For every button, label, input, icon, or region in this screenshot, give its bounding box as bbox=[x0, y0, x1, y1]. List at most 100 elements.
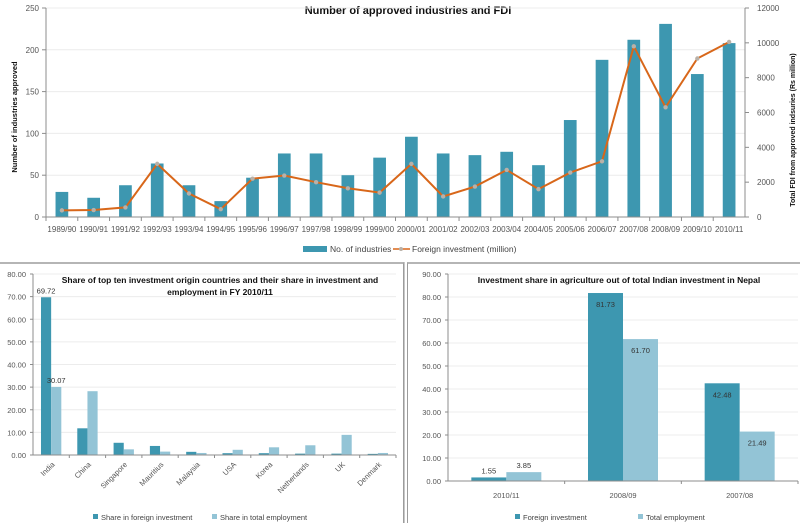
bar-industries bbox=[182, 185, 196, 217]
bar-series-2 bbox=[160, 451, 171, 455]
legend-swatch-industries bbox=[303, 246, 327, 252]
legend-label-total-employment: Total employment bbox=[646, 513, 706, 522]
data-label: 3.85 bbox=[517, 461, 532, 470]
chart-title: Number of approved industries and FDI bbox=[305, 5, 512, 17]
y-tick-label: 70.00 bbox=[422, 316, 441, 325]
y-tick-label: 0 bbox=[35, 213, 40, 222]
bar-series-1 bbox=[113, 442, 124, 455]
point-foreign-investment bbox=[536, 186, 541, 192]
data-label: 81.73 bbox=[596, 300, 615, 309]
bar-series-1 bbox=[331, 453, 342, 455]
y-tick-label: 80.00 bbox=[7, 270, 26, 279]
data-label: 30.07 bbox=[47, 376, 66, 385]
point-foreign-investment bbox=[504, 167, 509, 173]
legend: No. of industries Foreign investment (mi… bbox=[303, 244, 517, 254]
y2-tick-label: 2000 bbox=[757, 178, 775, 187]
point-foreign-investment bbox=[568, 170, 573, 175]
legend-swatch-foreign-investment bbox=[515, 514, 520, 519]
industries-fdi-chart-panel: Number of approved industries and FDI Nu… bbox=[0, 0, 800, 262]
x-tick-label: 1993/94 bbox=[175, 225, 204, 234]
x-tick-label: 2007/08 bbox=[726, 491, 753, 500]
agri-share-chart: Investment share in agriculture out of t… bbox=[422, 270, 799, 522]
bar-industries bbox=[87, 197, 101, 217]
x-tick-label: Mauritius bbox=[138, 460, 166, 488]
x-tick-label: 2010/11 bbox=[715, 225, 744, 234]
x-tick-label: Singapore bbox=[99, 460, 130, 491]
bar-industries bbox=[563, 120, 577, 217]
bar-industries bbox=[277, 153, 291, 217]
chart-title: Investment share in agriculture out of t… bbox=[478, 275, 760, 285]
x-tick-label: USA bbox=[221, 460, 238, 477]
y-tick-label: 60.00 bbox=[422, 339, 441, 348]
x-tick-label: 2001/02 bbox=[429, 225, 458, 234]
bar-series-2 bbox=[87, 391, 98, 455]
chart-title-line-1: Share of top ten investment origin count… bbox=[62, 275, 378, 285]
y-tick-label: 60.00 bbox=[7, 315, 26, 324]
x-tick-label: 1991/92 bbox=[111, 225, 140, 234]
x-tick-label: 2003/04 bbox=[492, 225, 521, 234]
bar-industries bbox=[55, 191, 69, 217]
point-foreign-investment bbox=[155, 161, 160, 167]
point-foreign-investment bbox=[377, 190, 382, 195]
y-tick-label: 80.00 bbox=[422, 293, 441, 302]
data-label: 69.72 bbox=[37, 286, 56, 295]
y-tick-label: 200 bbox=[26, 46, 40, 55]
bar-series-2 bbox=[268, 447, 280, 455]
point-foreign-investment bbox=[345, 186, 351, 191]
point-foreign-investment bbox=[313, 179, 319, 185]
x-tick-label: 1999/00 bbox=[365, 225, 394, 234]
y-tick-label: 20.00 bbox=[7, 406, 26, 415]
data-label: 21.49 bbox=[748, 439, 767, 448]
point-foreign-investment bbox=[631, 44, 636, 49]
x-tick-label: 1998/99 bbox=[333, 225, 362, 234]
bar-industries bbox=[690, 74, 704, 217]
x-tick-label: China bbox=[73, 459, 94, 480]
x-tick-label: Korea bbox=[254, 459, 275, 480]
point-foreign-investment bbox=[695, 56, 700, 61]
bar-series-1 bbox=[222, 453, 233, 455]
y-tick-label: 10.00 bbox=[7, 428, 26, 437]
bar-industries bbox=[246, 177, 259, 217]
bar-industries bbox=[627, 39, 641, 217]
point-foreign-investment bbox=[726, 39, 732, 45]
bar-series-2 bbox=[623, 339, 658, 481]
legend-label-investment: Share in foreign investment bbox=[101, 513, 193, 522]
bar-series-2 bbox=[232, 449, 243, 455]
y-tick-label: 250 bbox=[26, 4, 40, 13]
y2-axis-label: Total FDI from approved indsuries (Rs mi… bbox=[790, 53, 797, 207]
data-label: 61.70 bbox=[631, 346, 650, 355]
bar-industries bbox=[436, 153, 450, 217]
x-tick-label: 2005/06 bbox=[556, 225, 585, 234]
y-tick-label: 30.00 bbox=[422, 408, 441, 417]
bar-series-2 bbox=[196, 452, 207, 455]
bar-series-1 bbox=[40, 297, 52, 455]
x-tick-label: Malaysia bbox=[174, 459, 202, 487]
y-tick-label: 0.00 bbox=[11, 451, 26, 460]
x-tick-label: 2008/09 bbox=[651, 225, 680, 234]
x-tick-label: 1995/96 bbox=[238, 225, 267, 234]
x-tick-label: 1996/97 bbox=[270, 225, 299, 234]
point-foreign-investment bbox=[250, 176, 255, 181]
x-tick-label: 2004/05 bbox=[524, 225, 553, 234]
y-tick-label: 50.00 bbox=[422, 362, 441, 371]
point-foreign-investment bbox=[282, 173, 287, 178]
x-tick-label: 1989/90 bbox=[47, 225, 76, 234]
point-foreign-investment bbox=[440, 194, 446, 199]
point-foreign-investment bbox=[472, 184, 478, 189]
y2-tick-label: 6000 bbox=[757, 109, 775, 118]
y-tick-label: 50.00 bbox=[7, 338, 26, 347]
point-foreign-investment bbox=[599, 159, 605, 164]
legend: Foreign investment Total employment bbox=[515, 513, 706, 522]
bar-series-1 bbox=[258, 453, 269, 455]
x-tick-label: Denmark bbox=[355, 460, 383, 488]
data-label: 1.55 bbox=[482, 466, 497, 475]
line-foreign-investment bbox=[61, 41, 730, 212]
legend: Share in foreign investment Share in tot… bbox=[93, 513, 308, 522]
x-tick-label: 1992/93 bbox=[143, 225, 172, 234]
x-tick-label: 1990/91 bbox=[79, 225, 108, 234]
panel-divider bbox=[404, 262, 407, 523]
legend-swatch-employment bbox=[212, 514, 217, 519]
bar-series-1 bbox=[471, 477, 507, 481]
x-tick-label: 2009/10 bbox=[683, 225, 712, 234]
legend-label-employment: Share in total employment bbox=[220, 513, 308, 522]
